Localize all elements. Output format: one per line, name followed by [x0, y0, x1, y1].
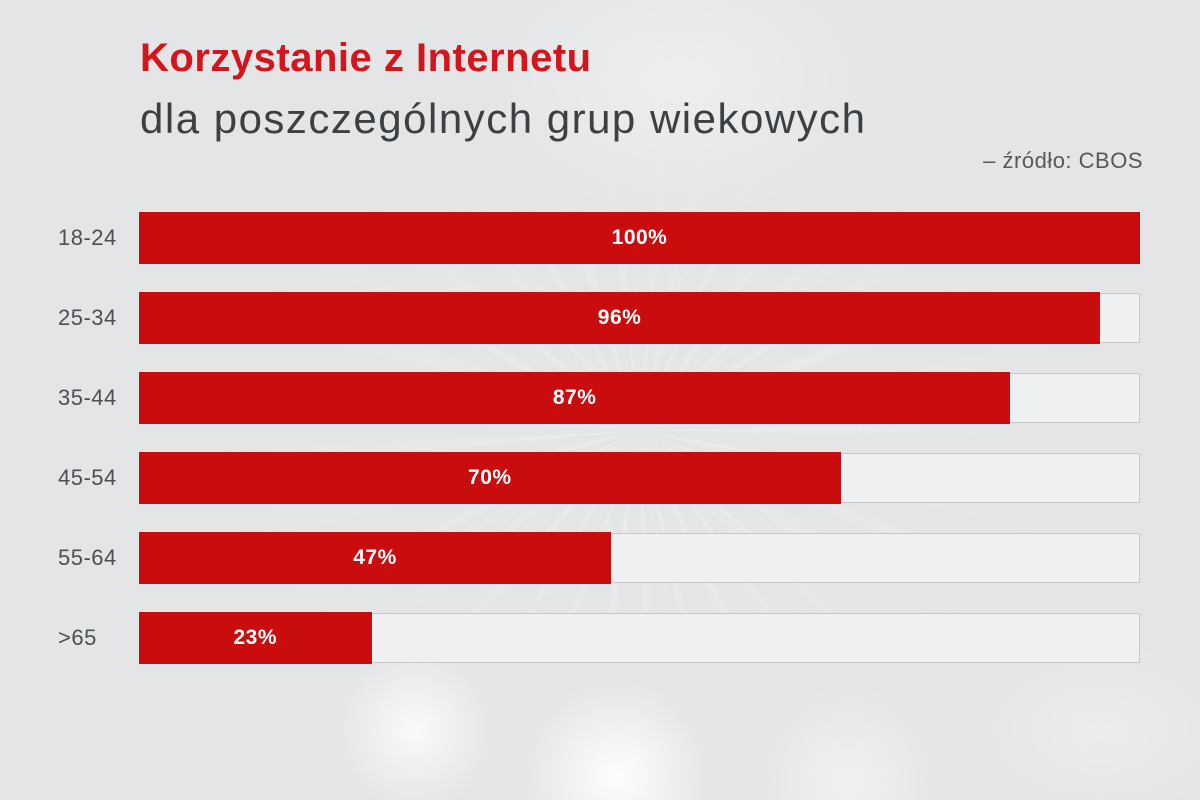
- age-group-label: 25-34: [58, 305, 117, 330]
- bokeh-glow: [520, 678, 715, 800]
- bar-track: 96%: [139, 292, 1140, 344]
- bar-track: 87%: [139, 372, 1140, 424]
- bar-fill: 70%: [139, 452, 841, 504]
- bar-track: 23%: [139, 612, 1140, 664]
- bar-value-label: 23%: [233, 626, 278, 649]
- chart-row: 35-44 87%: [58, 372, 1140, 424]
- bokeh-glow: [748, 682, 948, 800]
- chart-title: Korzystanie z Internetu: [140, 36, 592, 80]
- bar-value-label: 87%: [552, 386, 597, 409]
- bar-value-label: 47%: [353, 546, 397, 569]
- bar-value-label: 70%: [468, 466, 512, 489]
- bar-fill: 100%: [139, 212, 1140, 264]
- source-note: – źródło: CBOS: [983, 148, 1143, 173]
- bar-track: 70%: [139, 452, 1140, 504]
- chart-row: 45-54 70%: [58, 452, 1140, 504]
- chart-row: 18-24 100%: [58, 212, 1140, 264]
- chart-row: >65 23%: [58, 612, 1140, 664]
- age-group-label: >65: [58, 625, 97, 650]
- bar-fill: 47%: [139, 532, 612, 584]
- bar-track: 100%: [139, 212, 1140, 264]
- bar-value-label: 96%: [597, 306, 642, 329]
- bar-value-label: 100%: [611, 226, 668, 249]
- bar-fill: 96%: [139, 292, 1101, 344]
- chart-row: 55-64 47%: [58, 532, 1140, 584]
- chart-subtitle: dla poszczególnych grup wiekowych: [140, 95, 867, 142]
- age-group-label: 35-44: [58, 385, 117, 410]
- chart-header: Korzystanie z Internetu dla poszczególny…: [140, 36, 1143, 142]
- bar-chart: 18-24 100% 25-34 96% 35-44 87% 45-54 70%: [58, 212, 1140, 693]
- chart-row: 25-34 96%: [58, 292, 1140, 344]
- bar-fill: 87%: [139, 372, 1011, 424]
- age-group-label: 45-54: [58, 465, 117, 490]
- bar-fill: 23%: [139, 612, 372, 664]
- bar-track: 47%: [139, 532, 1140, 584]
- age-group-label: 55-64: [58, 545, 117, 570]
- age-group-label: 18-24: [58, 225, 117, 250]
